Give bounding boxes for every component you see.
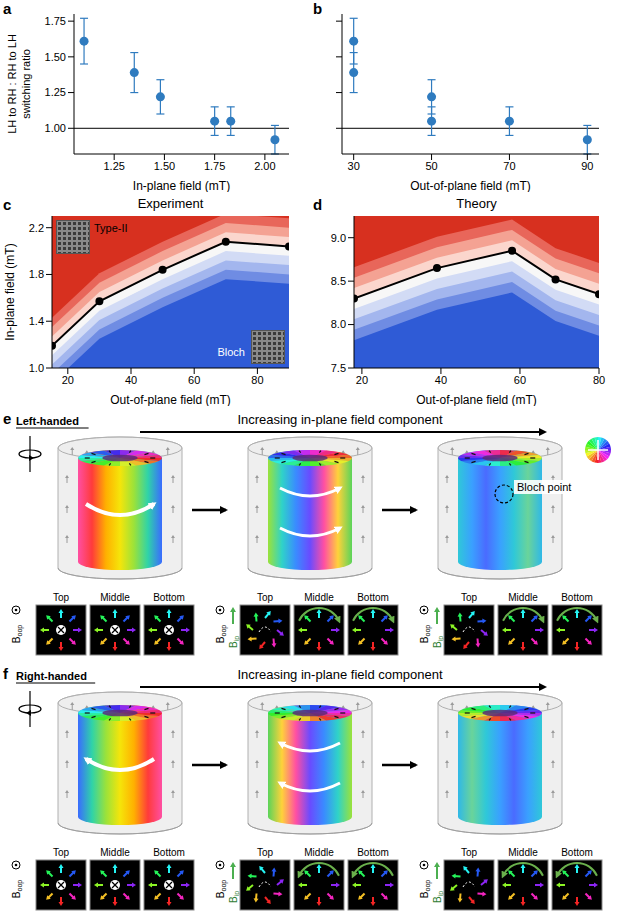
svg-text:8.5: 8.5: [331, 275, 346, 287]
svg-text:2.2: 2.2: [29, 222, 44, 234]
svg-text:Top: Top: [53, 592, 70, 603]
svg-text:30: 30: [348, 160, 360, 172]
svg-text:Boop: Boop: [215, 625, 228, 643]
svg-text:40: 40: [125, 374, 137, 386]
html-text:Experiment: Experiment: [137, 196, 204, 211]
svg-text:Bottom: Bottom: [153, 847, 185, 858]
svg-text:Boop: Boop: [419, 625, 432, 643]
svg-text:80: 80: [593, 374, 605, 386]
html-text:Type-II: Type-II: [94, 222, 128, 234]
svg-text:Bottom: Bottom: [561, 847, 593, 858]
svg-text:Bottom: Bottom: [153, 592, 185, 603]
svg-text:LH to RH : RH to LH: LH to RH : RH to LH: [6, 34, 18, 134]
svg-text:1.50: 1.50: [45, 51, 66, 63]
svg-text:Right-handed: Right-handed: [16, 670, 87, 682]
svg-text:Out-of-plane field (mT): Out-of-plane field (mT): [110, 393, 231, 406]
svg-text:Middle: Middle: [508, 847, 538, 858]
svg-text:80: 80: [251, 374, 263, 386]
svg-text:Top: Top: [461, 847, 478, 858]
html-text:a: a: [3, 0, 12, 17]
svg-text:Bip: Bip: [432, 636, 445, 648]
svg-text:Boop: Boop: [419, 880, 432, 898]
svg-text:2.00: 2.00: [254, 160, 275, 172]
svg-text:8.0: 8.0: [331, 318, 346, 330]
svg-text:Bloch point: Bloch point: [517, 481, 571, 493]
svg-text:Top: Top: [461, 592, 478, 603]
svg-text:Boop: Boop: [11, 880, 24, 898]
svg-text:Out-of-plane field (mT): Out-of-plane field (mT): [416, 393, 537, 406]
svg-text:1.50: 1.50: [154, 160, 175, 172]
svg-text:Top: Top: [53, 847, 70, 858]
svg-text:9.0: 9.0: [331, 232, 346, 244]
svg-text:1.75: 1.75: [45, 15, 66, 27]
svg-text:Top: Top: [257, 592, 274, 603]
svg-text:60: 60: [514, 374, 526, 386]
svg-text:Left-handed: Left-handed: [16, 415, 79, 427]
svg-text:Out-of-plane field (mT): Out-of-plane field (mT): [410, 179, 531, 192]
svg-text:Bip: Bip: [228, 891, 241, 903]
svg-text:1.0: 1.0: [29, 362, 44, 374]
svg-text:1.25: 1.25: [45, 86, 66, 98]
svg-text:Bottom: Bottom: [561, 592, 593, 603]
html-text:b: b: [313, 0, 323, 17]
html-text:d: d: [313, 196, 323, 213]
svg-text:Middle: Middle: [100, 847, 130, 858]
svg-text:Bip: Bip: [432, 891, 445, 903]
svg-text:e: e: [3, 410, 11, 427]
svg-text:20: 20: [356, 374, 368, 386]
svg-text:1.00: 1.00: [45, 122, 66, 134]
svg-text:In-plane field (mT): In-plane field (mT): [3, 243, 17, 340]
svg-text:1.4: 1.4: [29, 315, 44, 327]
svg-text:switching ratio: switching ratio: [20, 49, 32, 119]
svg-text:f: f: [3, 665, 9, 682]
svg-text:In-plane field (mT): In-plane field (mT): [133, 179, 230, 192]
svg-text:50: 50: [425, 160, 437, 172]
svg-text:Boop: Boop: [215, 880, 228, 898]
svg-text:Middle: Middle: [508, 592, 538, 603]
svg-text:60: 60: [188, 374, 200, 386]
svg-text:1.75: 1.75: [204, 160, 225, 172]
svg-text:20: 20: [62, 374, 74, 386]
svg-text:Increasing in-plane field comp: Increasing in-plane field component: [237, 667, 443, 682]
svg-text:1.25: 1.25: [103, 160, 124, 172]
svg-text:Middle: Middle: [304, 592, 334, 603]
html-text:Bloch: Bloch: [217, 346, 245, 358]
svg-text:Top: Top: [257, 847, 274, 858]
svg-text:Bottom: Bottom: [357, 847, 389, 858]
svg-text:Bottom: Bottom: [357, 592, 389, 603]
svg-text:Middle: Middle: [100, 592, 130, 603]
svg-text:1.8: 1.8: [29, 268, 44, 280]
svg-text:Increasing in-plane field comp: Increasing in-plane field component: [237, 412, 443, 427]
svg-text:Middle: Middle: [304, 847, 334, 858]
svg-text:90: 90: [581, 160, 593, 172]
svg-text:Boop: Boop: [11, 625, 24, 643]
html-text:Theory: Theory: [456, 196, 497, 211]
html-text:c: c: [3, 196, 12, 213]
svg-text:70: 70: [503, 160, 515, 172]
svg-text:Bip: Bip: [228, 636, 241, 648]
svg-text:7.5: 7.5: [331, 362, 346, 374]
svg-text:40: 40: [435, 374, 447, 386]
